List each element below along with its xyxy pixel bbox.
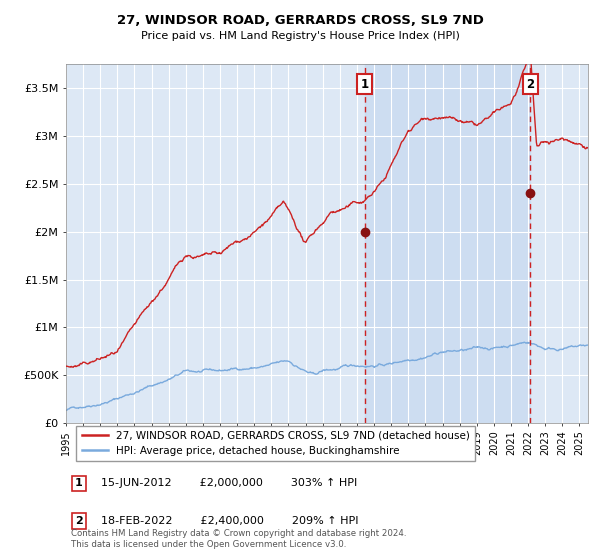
Text: Price paid vs. HM Land Registry's House Price Index (HPI): Price paid vs. HM Land Registry's House … [140, 31, 460, 41]
Text: 1: 1 [361, 78, 369, 91]
Bar [365, 64, 530, 423]
Text: 2: 2 [526, 78, 535, 91]
Text: Contains HM Land Registry data © Crown copyright and database right 2024.
This d: Contains HM Land Registry data © Crown c… [71, 529, 407, 549]
Legend: 27, WINDSOR ROAD, GERRARDS CROSS, SL9 7ND (detached house), HPI: Average price, : 27, WINDSOR ROAD, GERRARDS CROSS, SL9 7N… [76, 426, 475, 461]
Text: 18-FEB-2022        £2,400,000        209% ↑ HPI: 18-FEB-2022 £2,400,000 209% ↑ HPI [87, 516, 358, 526]
Text: 1: 1 [75, 478, 83, 488]
Text: 27, WINDSOR ROAD, GERRARDS CROSS, SL9 7ND: 27, WINDSOR ROAD, GERRARDS CROSS, SL9 7N… [116, 14, 484, 27]
Text: 2: 2 [75, 516, 83, 526]
Text: 15-JUN-2012        £2,000,000        303% ↑ HPI: 15-JUN-2012 £2,000,000 303% ↑ HPI [87, 478, 357, 488]
